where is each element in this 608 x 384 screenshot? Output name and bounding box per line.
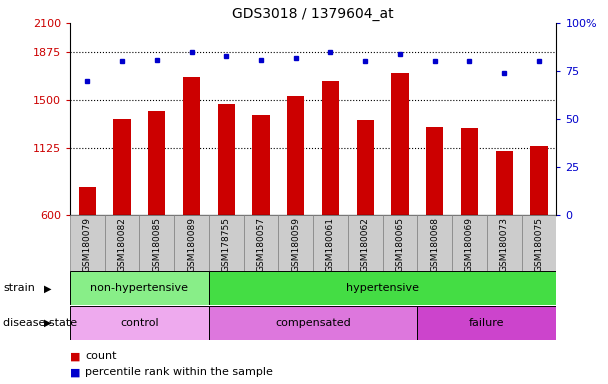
Text: GSM180059: GSM180059 [291,217,300,272]
Bar [183,77,200,215]
Text: GSM180079: GSM180079 [83,217,92,272]
Bar [356,120,374,215]
Bar [522,215,556,271]
Bar [244,215,278,271]
Bar [313,215,348,271]
Bar [148,111,165,215]
Text: GSM180057: GSM180057 [257,217,266,272]
Bar [78,187,96,215]
Bar [287,96,305,215]
Bar [461,128,478,215]
Text: ▶: ▶ [44,283,51,293]
Bar [70,306,209,340]
Text: percentile rank within the sample: percentile rank within the sample [85,367,273,377]
Bar [70,271,209,305]
Text: ▶: ▶ [44,318,51,328]
Bar [278,215,313,271]
Text: non-hypertensive: non-hypertensive [91,283,188,293]
Bar [487,215,522,271]
Text: GSM180068: GSM180068 [430,217,439,272]
Bar [426,127,443,215]
Bar [348,215,382,271]
Text: GSM180075: GSM180075 [534,217,544,272]
Text: GSM178755: GSM178755 [222,217,231,272]
Bar [174,215,209,271]
Bar [252,115,270,215]
Text: GSM180069: GSM180069 [465,217,474,272]
Title: GDS3018 / 1379604_at: GDS3018 / 1379604_at [232,7,394,21]
Bar [392,73,409,215]
Text: failure: failure [469,318,505,328]
Bar [417,215,452,271]
Text: ■: ■ [70,351,80,361]
Text: GSM180082: GSM180082 [117,217,126,271]
Bar [382,215,417,271]
Bar [218,104,235,215]
Text: GSM180065: GSM180065 [395,217,404,272]
Bar [209,215,244,271]
Text: compensated: compensated [275,318,351,328]
Text: control: control [120,318,159,328]
Text: GSM180089: GSM180089 [187,217,196,272]
Text: GSM180061: GSM180061 [326,217,335,272]
Bar [209,306,417,340]
Bar [530,146,548,215]
Bar [113,119,131,215]
Text: disease state: disease state [3,318,77,328]
Text: GSM180073: GSM180073 [500,217,509,272]
Text: strain: strain [3,283,35,293]
Text: count: count [85,351,117,361]
Text: GSM180085: GSM180085 [152,217,161,272]
Text: GSM180062: GSM180062 [361,217,370,271]
Text: ■: ■ [70,367,80,377]
Bar [417,306,556,340]
Bar [496,151,513,215]
Bar [209,271,556,305]
Bar [322,81,339,215]
Bar [452,215,487,271]
Bar [105,215,139,271]
Bar [139,215,174,271]
Bar [70,215,105,271]
Text: hypertensive: hypertensive [346,283,419,293]
